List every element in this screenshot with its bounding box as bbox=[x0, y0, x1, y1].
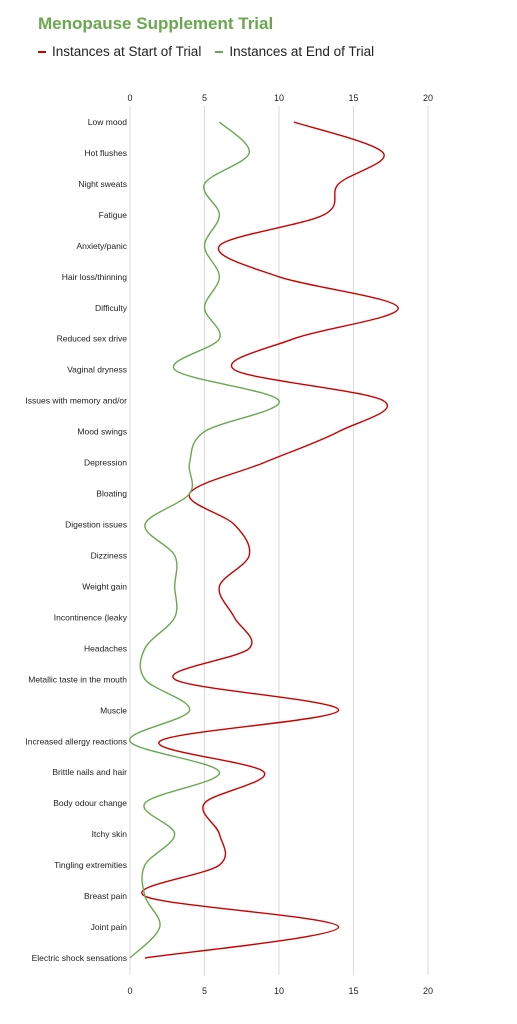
x-tick-bottom-15: 15 bbox=[348, 986, 358, 996]
category-label: Joint pain bbox=[91, 922, 128, 932]
x-tick-bottom-10: 10 bbox=[274, 986, 284, 996]
x-tick-top-5: 5 bbox=[202, 93, 207, 103]
legend-label-end: Instances at End of Trial bbox=[229, 44, 375, 59]
category-label: Metallic taste in the mouth bbox=[28, 674, 127, 684]
category-label: Fatigue bbox=[99, 210, 128, 220]
category-label: Bloating bbox=[96, 489, 127, 499]
legend-item-end: Instances at End of Trial bbox=[215, 44, 374, 59]
category-label: Muscle bbox=[100, 705, 127, 715]
category-label: Electric shock sensations bbox=[32, 953, 127, 963]
x-tick-top-10: 10 bbox=[274, 93, 284, 103]
category-label: Hair loss/thinning bbox=[62, 272, 127, 282]
x-tick-bottom-0: 0 bbox=[127, 986, 132, 996]
series-line-start-of-trial bbox=[141, 121, 399, 959]
chart-title: Menopause Supplement Trial bbox=[38, 14, 274, 33]
category-label: Reduced sex drive bbox=[57, 334, 128, 344]
x-tick-top-0: 0 bbox=[127, 93, 132, 103]
category-label: Issues with memory and/or bbox=[25, 396, 127, 406]
x-tick-top-15: 15 bbox=[348, 93, 358, 103]
category-label: Mood swings bbox=[77, 427, 127, 437]
legend-swatch-end bbox=[215, 50, 224, 53]
x-tick-bottom-20: 20 bbox=[423, 986, 433, 996]
category-label: Itchy skin bbox=[92, 829, 128, 839]
category-label: Headaches bbox=[84, 643, 127, 653]
category-label: Dizziness bbox=[91, 550, 127, 560]
category-label: Breast pain bbox=[84, 891, 127, 901]
chart-legend: Instances at Start of Trial Instances at… bbox=[38, 44, 374, 59]
category-label: Brittle nails and hair bbox=[52, 767, 127, 777]
category-label: Night sweats bbox=[78, 179, 127, 189]
category-label: Body odour change bbox=[53, 798, 127, 808]
series-line-end-of-trial bbox=[129, 121, 280, 959]
legend-label-start: Instances at Start of Trial bbox=[52, 44, 202, 59]
category-label: Tingling extremities bbox=[54, 860, 127, 870]
category-label: Low mood bbox=[88, 117, 127, 127]
category-label: Vaginal dryness bbox=[67, 365, 127, 375]
category-label: Anxiety/panic bbox=[76, 241, 127, 251]
category-label: Incontinence (leaky bbox=[54, 612, 128, 622]
legend-item-start: Instances at Start of Trial bbox=[38, 44, 201, 59]
category-label: Increased allergy reactions bbox=[25, 736, 127, 746]
x-tick-top-20: 20 bbox=[423, 93, 433, 103]
category-label: Difficulty bbox=[95, 303, 128, 313]
legend-swatch-start bbox=[38, 50, 46, 53]
category-label: Depression bbox=[84, 458, 127, 468]
category-label: Hot flushes bbox=[84, 148, 127, 158]
x-tick-bottom-5: 5 bbox=[202, 986, 207, 996]
category-label: Digestion issues bbox=[65, 520, 127, 530]
category-label: Weight gain bbox=[82, 581, 127, 591]
